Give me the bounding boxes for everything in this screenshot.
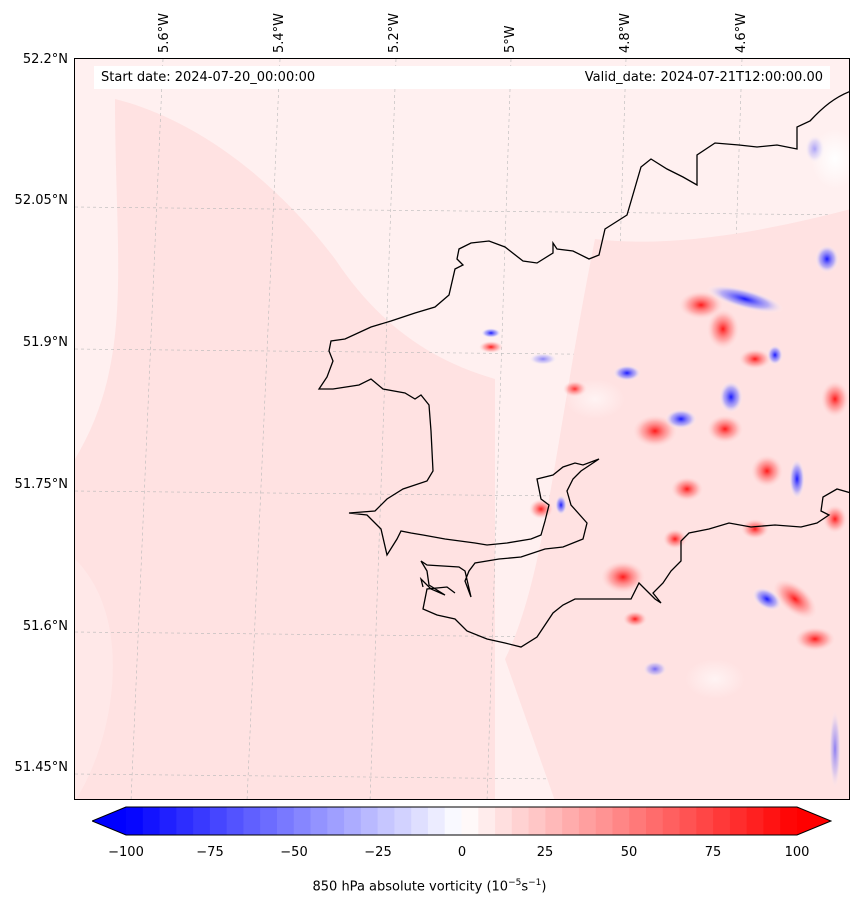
lat-label: 51.6°N (22, 619, 68, 634)
lat-label: 51.75°N (14, 477, 68, 492)
colorbar-tick: −100 (108, 845, 144, 860)
colorbar-segment (713, 807, 731, 835)
colorbar-segment (646, 807, 664, 835)
positive-vorticity (479, 291, 849, 651)
colorbar-segment (310, 807, 328, 835)
vorticity-map (75, 59, 849, 799)
colorbar-segment (612, 807, 630, 835)
colorbar-tick: 50 (620, 845, 638, 860)
colorbar-segment (260, 807, 278, 835)
colorbar-segment (226, 807, 245, 835)
lon-label: 4.6°W (734, 12, 749, 53)
colorbar-tick: 100 (784, 845, 810, 860)
colorbar-label: 850 hPa absolute vorticity (10−5s−1) (312, 878, 547, 895)
colorbar-segment (780, 807, 798, 835)
colorbar-segment (696, 807, 714, 835)
colorbar-segment (562, 807, 580, 835)
shading-band (75, 99, 495, 799)
neutral-patches (565, 129, 849, 699)
colorbar-segment (193, 807, 211, 835)
colorbar-segment (461, 807, 479, 835)
lat-label: 51.9°N (22, 335, 68, 350)
colorbar-segment (662, 807, 681, 835)
colorbar-extend-min (92, 807, 126, 835)
colorbar-segment (746, 807, 765, 835)
lon-label: 5.6°W (157, 12, 172, 53)
info-bar: Start date: 2024-07-20_00:00:00 Valid_da… (94, 66, 830, 89)
colorbar-segment (377, 807, 395, 835)
colorbar-segment (545, 807, 563, 835)
colorbar-segment (176, 807, 194, 835)
colorbar-segment (478, 807, 496, 835)
colorbar-segment (763, 807, 781, 835)
lat-label: 52.05°N (14, 193, 68, 208)
colorbar-segment (209, 807, 228, 835)
lon-label: 5.2°W (387, 12, 402, 53)
colorbar-segment (729, 807, 748, 835)
colorbar-tick: −50 (280, 845, 308, 860)
colorbar-segment (360, 807, 379, 835)
colorbar-segment (142, 807, 161, 835)
colorbar-tick: −25 (364, 845, 392, 860)
colorbar-tick: −75 (196, 845, 224, 860)
colorbar-segment (578, 807, 597, 835)
colorbar-segment (344, 807, 362, 835)
colorbar-segment (444, 807, 463, 835)
coastline (317, 91, 849, 648)
lon-label: 5°W (503, 25, 518, 53)
lat-label: 52.2°N (22, 52, 68, 67)
colorbar-segment (159, 807, 177, 835)
colorbar-segment (595, 807, 614, 835)
map-panel[interactable] (74, 58, 850, 800)
colorbar-segment (427, 807, 446, 835)
shading-band (75, 559, 113, 799)
colorbar-segment (276, 807, 295, 835)
colorbar-segment (495, 807, 513, 835)
colorbar-tick: 0 (457, 845, 467, 860)
negative-vorticity (481, 135, 841, 789)
colorbar-segment (629, 807, 647, 835)
colorbar-tick: 25 (536, 845, 554, 860)
colorbar-extend-max (797, 807, 831, 835)
colorbar-outline (92, 806, 832, 836)
colorbar-segment (511, 807, 530, 835)
colorbar-tick: 75 (704, 845, 722, 860)
start-date-label: Start date: 2024-07-20_00:00:00 (101, 70, 316, 85)
lat-label: 51.45°N (14, 760, 68, 775)
colorbar-segment (411, 807, 429, 835)
colorbar-segment (243, 807, 261, 835)
lon-label: 4.8°W (618, 12, 633, 53)
colorbar-segment (679, 807, 697, 835)
lon-label: 5.4°W (272, 12, 287, 53)
valid-date-label: Valid_date: 2024-07-21T12:00:00.00 (584, 70, 823, 85)
colorbar-segment (394, 807, 412, 835)
colorbar-segment (528, 807, 546, 835)
colorbar (92, 806, 832, 836)
colorbar-segment (293, 807, 312, 835)
colorbar-segment (126, 807, 144, 835)
colorbar-segment (327, 807, 345, 835)
